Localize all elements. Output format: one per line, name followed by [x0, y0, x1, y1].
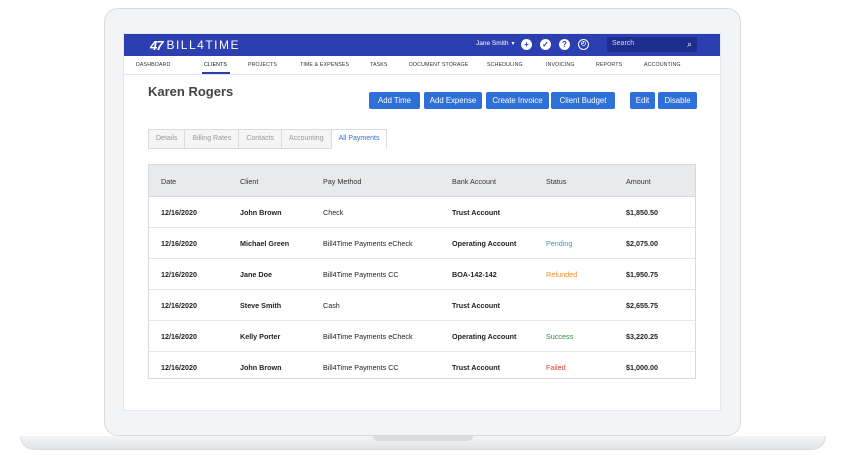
cell-date: 12/16/2020: [161, 239, 197, 248]
cell-pay-method: Bill4Time Payments eCheck: [323, 332, 413, 341]
table-header: Date Client Pay Method Bank Account Stat…: [149, 165, 695, 197]
status-badge: Failed: [546, 363, 566, 372]
column-header-date[interactable]: Date: [161, 177, 177, 186]
cell-bank-account: Trust Account: [452, 208, 501, 217]
status-badge: Pending: [546, 239, 573, 248]
cell-amount: $2,655.75: [626, 301, 658, 310]
nav-projects[interactable]: PROJECTS: [248, 62, 278, 68]
payments-table: Date Client Pay Method Bank Account Stat…: [148, 164, 696, 379]
nav-scheduling[interactable]: SCHEDULING: [487, 62, 523, 68]
clock-icon[interactable]: ◴: [578, 39, 589, 50]
cell-amount: $1,000.00: [626, 363, 658, 372]
logo-mark: 47: [150, 37, 164, 53]
table-row[interactable]: 12/16/2020 John Brown Check Trust Accoun…: [149, 196, 695, 228]
cell-amount: $1,950.75: [626, 270, 658, 279]
disable-button[interactable]: Disable: [658, 92, 697, 109]
tab-billing-rates[interactable]: Billing Rates: [184, 129, 239, 149]
cell-pay-method: Bill4Time Payments CC: [323, 270, 399, 279]
nav-invoicing[interactable]: INVOICING: [546, 62, 575, 68]
tab-accounting[interactable]: Accounting: [280, 129, 331, 149]
table-row[interactable]: 12/16/2020 Kelly Porter Bill4Time Paymen…: [149, 320, 695, 352]
table-row[interactable]: 12/16/2020 John Brown Bill4Time Payments…: [149, 351, 695, 382]
cell-amount: $3,220.25: [626, 332, 658, 341]
app-screen: 47 BILL4TIME Jane Smith ▾ + ✓ ? ◴ Search …: [124, 34, 720, 410]
edit-button[interactable]: Edit: [630, 92, 655, 109]
create-invoice-button[interactable]: Create Invoice: [486, 92, 549, 109]
top-bar: 47 BILL4TIME Jane Smith ▾ + ✓ ? ◴ Search …: [124, 34, 720, 56]
cell-date: 12/16/2020: [161, 270, 197, 279]
cell-pay-method: Cash: [323, 301, 340, 310]
user-menu[interactable]: Jane Smith ▾: [476, 40, 515, 47]
main-nav: DASHBOARD CLIENTS PROJECTS TIME & EXPENS…: [124, 56, 720, 75]
cell-client[interactable]: John Brown: [240, 363, 282, 372]
column-header-bank-account[interactable]: Bank Account: [452, 177, 496, 186]
add-expense-button[interactable]: Add Expense: [424, 92, 482, 109]
logo-text: BILL4TIME: [166, 38, 240, 52]
cell-pay-method: Check: [323, 208, 344, 217]
search-icon[interactable]: ⌕: [686, 39, 692, 49]
client-budget-button[interactable]: Client Budget: [551, 92, 615, 109]
cell-pay-method: Bill4Time Payments eCheck: [323, 239, 413, 248]
table-row[interactable]: 12/16/2020 Jane Doe Bill4Time Payments C…: [149, 258, 695, 290]
nav-dashboard[interactable]: DASHBOARD: [136, 62, 171, 68]
search-input[interactable]: Search ⌕: [607, 37, 697, 52]
status-badge: Refunded: [546, 270, 578, 279]
check-circle-icon[interactable]: ✓: [540, 39, 551, 50]
plus-circle-icon[interactable]: +: [521, 39, 532, 50]
search-placeholder: Search: [612, 40, 635, 47]
cell-bank-account: Trust Account: [452, 363, 501, 372]
help-icon[interactable]: ?: [559, 39, 570, 50]
cell-bank-account: BOA-142-142: [452, 270, 497, 279]
status-badge: Success: [546, 332, 574, 341]
cell-date: 12/16/2020: [161, 363, 197, 372]
column-header-pay-method[interactable]: Pay Method: [323, 177, 362, 186]
nav-reports[interactable]: REPORTS: [596, 62, 623, 68]
cell-amount: $1,850.50: [626, 208, 658, 217]
table-row[interactable]: 12/16/2020 Steve Smith Cash Trust Accoun…: [149, 289, 695, 321]
cell-client[interactable]: John Brown: [240, 208, 282, 217]
add-time-button[interactable]: Add Time: [369, 92, 420, 109]
cell-date: 12/16/2020: [161, 301, 197, 310]
nav-time-expenses[interactable]: TIME & EXPENSES: [300, 62, 350, 68]
column-header-status[interactable]: Status: [546, 177, 567, 186]
cell-client[interactable]: Michael Green: [240, 239, 290, 248]
table-row[interactable]: 12/16/2020 Michael Green Bill4Time Payme…: [149, 227, 695, 259]
cell-date: 12/16/2020: [161, 332, 197, 341]
cell-client[interactable]: Kelly Porter: [240, 332, 281, 341]
cell-bank-account: Operating Account: [452, 239, 517, 248]
cell-bank-account: Trust Account: [452, 301, 501, 310]
column-header-amount[interactable]: Amount: [626, 177, 651, 186]
cell-client[interactable]: Jane Doe: [240, 270, 272, 279]
cell-amount: $2,075.00: [626, 239, 658, 248]
nav-accounting[interactable]: ACCOUNTING: [644, 62, 681, 68]
cell-date: 12/16/2020: [161, 208, 197, 217]
brand-logo[interactable]: 47 BILL4TIME: [150, 37, 240, 53]
active-nav-indicator: [202, 72, 230, 74]
cell-pay-method: Bill4Time Payments CC: [323, 363, 399, 372]
cell-client[interactable]: Steve Smith: [240, 301, 282, 310]
page-title: Karen Rogers: [148, 84, 234, 99]
tab-contacts[interactable]: Contacts: [238, 129, 281, 149]
nav-clients[interactable]: CLIENTS: [204, 62, 228, 68]
user-name: Jane Smith: [476, 40, 509, 47]
laptop-notch: [373, 436, 473, 441]
column-header-client[interactable]: Client: [240, 177, 259, 186]
cell-bank-account: Operating Account: [452, 332, 517, 341]
tab-all-payments[interactable]: All Payments: [330, 129, 388, 149]
tab-details[interactable]: Details: [148, 129, 185, 149]
nav-document-storage[interactable]: DOCUMENT STORAGE: [409, 62, 469, 68]
client-tabs: Details Billing Rates Contacts Accountin…: [148, 129, 388, 149]
nav-tasks[interactable]: TASKS: [370, 62, 388, 68]
chevron-down-icon: ▾: [511, 41, 515, 47]
